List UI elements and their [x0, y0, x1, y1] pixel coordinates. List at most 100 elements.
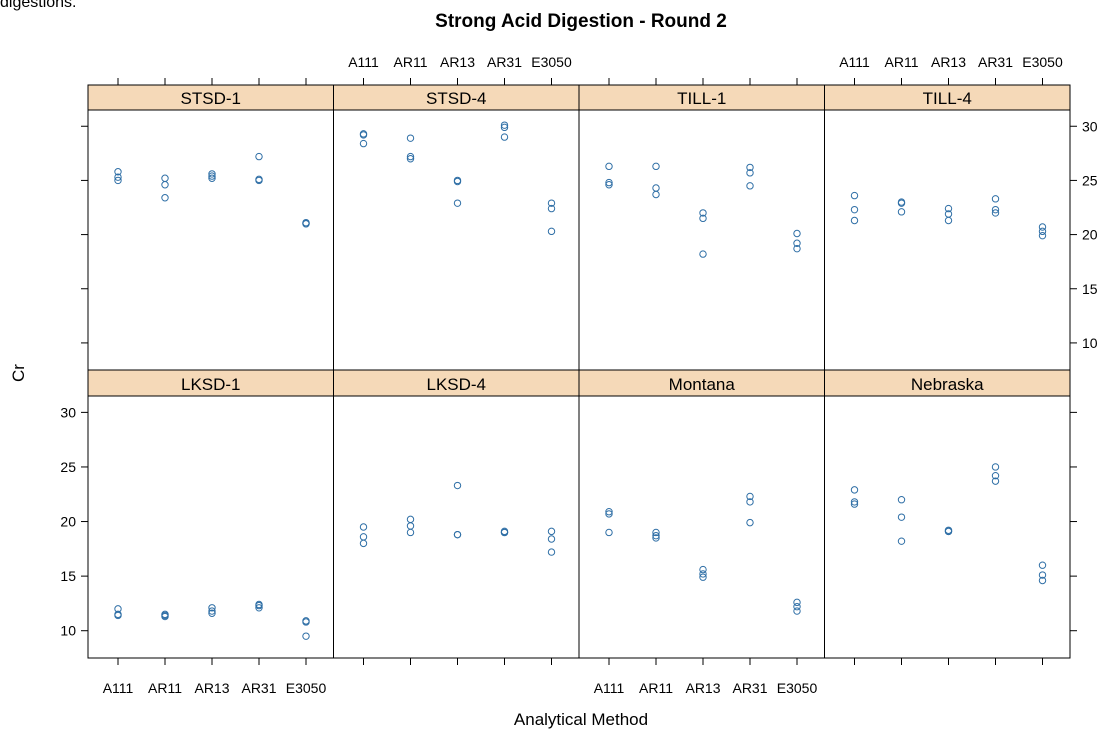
data-point — [793, 607, 801, 615]
x-tick-label: AR31 — [732, 680, 767, 696]
data-point — [897, 199, 906, 207]
data-point — [359, 539, 368, 548]
data-point — [652, 532, 660, 540]
data-point — [850, 500, 859, 508]
panel-frame — [87, 109, 334, 371]
data-point — [991, 477, 1000, 485]
x-tick-label: A111 — [839, 54, 870, 70]
data-point — [850, 216, 859, 225]
data-point — [652, 184, 660, 192]
data-point — [746, 163, 754, 172]
y-tick-label: 15 — [60, 568, 76, 584]
data-point — [500, 121, 509, 129]
data-point — [850, 191, 859, 200]
data-point — [406, 152, 415, 161]
panel-frame — [578, 109, 825, 371]
data-point — [547, 199, 556, 207]
y-tick-label: 30 — [1082, 118, 1098, 134]
data-point — [699, 570, 707, 578]
y-tick-label: 20 — [60, 514, 76, 530]
panel-frame — [87, 395, 334, 659]
data-point — [406, 155, 415, 163]
data-point — [547, 548, 556, 556]
data-point — [991, 209, 1000, 217]
data-point — [453, 177, 462, 186]
x-tick-label: E3050 — [531, 54, 572, 70]
data-point — [605, 510, 613, 518]
top-text-fragment: digestions. — [0, 0, 77, 11]
data-point — [161, 194, 169, 202]
data-point — [652, 190, 660, 199]
x-tick-label: AR13 — [440, 54, 475, 70]
data-point — [302, 618, 310, 626]
y-tick-label: 25 — [1082, 172, 1098, 188]
data-point — [161, 174, 169, 182]
x-tick-label: AR31 — [487, 54, 522, 70]
y-tick-label: 20 — [1082, 227, 1098, 243]
strip-label: LKSD-1 — [181, 375, 241, 394]
data-point — [255, 604, 263, 612]
data-point — [1038, 223, 1047, 231]
data-point — [1038, 231, 1047, 240]
data-point — [699, 214, 707, 223]
data-point — [208, 604, 216, 612]
data-point — [991, 195, 1000, 203]
data-point — [1038, 561, 1047, 569]
data-point — [255, 601, 263, 610]
strip-label: TILL-4 — [923, 89, 972, 108]
data-point — [605, 508, 613, 516]
data-point — [406, 528, 415, 537]
data-point — [359, 533, 368, 541]
data-point — [359, 523, 368, 531]
x-tick-label: E3050 — [1022, 54, 1063, 70]
data-point — [208, 607, 216, 615]
data-point — [208, 172, 216, 180]
data-point — [652, 534, 660, 542]
data-point — [1038, 571, 1047, 579]
data-point — [850, 498, 859, 506]
data-point — [547, 204, 556, 213]
data-point — [453, 530, 462, 539]
panel-frame — [333, 109, 580, 371]
data-point — [944, 204, 953, 213]
data-point — [255, 152, 263, 161]
x-tick-label: AR31 — [978, 54, 1013, 70]
panel-frame — [824, 109, 1071, 371]
data-point — [114, 611, 122, 620]
data-point — [793, 244, 801, 253]
x-tick-label: E3050 — [777, 680, 818, 696]
data-point — [944, 216, 953, 225]
panel-frame — [333, 395, 580, 659]
x-tick-label: AR13 — [194, 680, 229, 696]
data-point — [991, 463, 1000, 471]
x-tick-label: AR13 — [931, 54, 966, 70]
strip-till-1 — [578, 84, 825, 111]
x-tick-label: A111 — [594, 680, 625, 696]
strip-label: TILL-1 — [677, 89, 726, 108]
x-tick-label: AR11 — [148, 680, 182, 696]
data-point — [793, 602, 801, 611]
data-point — [850, 486, 859, 494]
data-point — [359, 131, 368, 139]
data-point — [359, 139, 368, 148]
y-axis-label: Cr — [9, 364, 28, 382]
x-tick-label: AR31 — [241, 680, 276, 696]
data-point — [161, 181, 169, 189]
data-point — [793, 239, 801, 247]
data-point — [500, 123, 509, 132]
x-tick-label: AR11 — [639, 680, 673, 696]
strip-label: LKSD-4 — [426, 375, 486, 394]
x-tick-label: E3050 — [286, 680, 327, 696]
data-point — [302, 632, 310, 640]
x-axis-label: Analytical Method — [514, 710, 648, 729]
data-point — [453, 481, 462, 490]
data-point — [746, 169, 754, 177]
strip-label: STSD-1 — [181, 89, 241, 108]
data-point — [406, 522, 415, 530]
y-tick-label: 25 — [60, 459, 76, 475]
strip-lksd-1 — [87, 369, 334, 397]
data-point — [547, 535, 556, 543]
data-point — [793, 598, 801, 607]
data-point — [114, 168, 122, 176]
